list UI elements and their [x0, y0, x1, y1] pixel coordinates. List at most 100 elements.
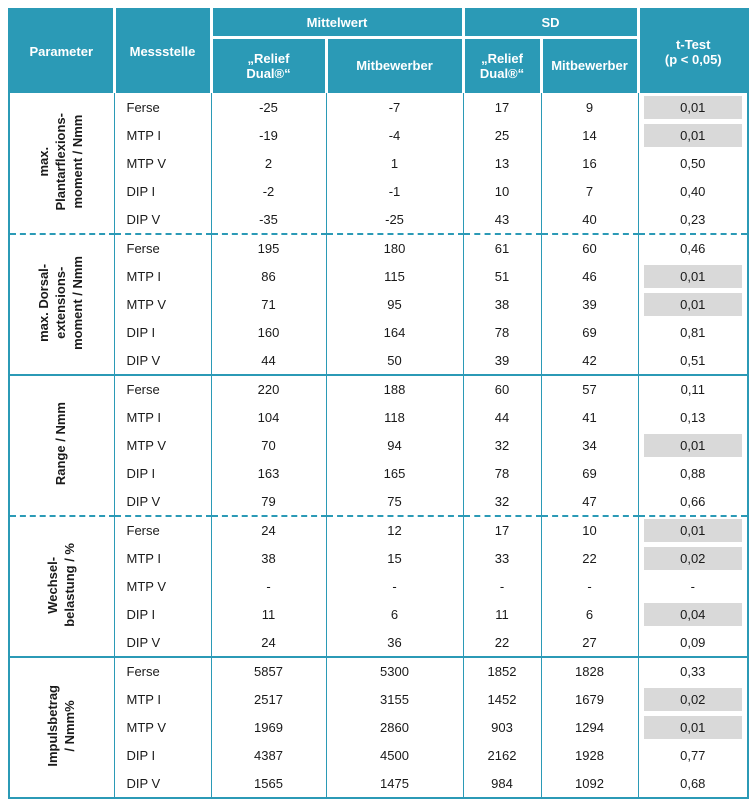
table-row: Range / Nmm Ferse 220 188 60 57 0,11 [9, 374, 749, 517]
value-cell: 163 [211, 459, 327, 488]
parameter-cell: max. Dorsal- extensions- moment / Nmm [9, 233, 115, 376]
value-cell: 160 [211, 318, 327, 347]
value-cell: 188 [326, 374, 464, 404]
value-cell: 118 [326, 403, 464, 432]
value-cell: 1928 [541, 741, 639, 770]
ttest-cell: 0,11 [638, 374, 749, 404]
value-cell: - [463, 572, 542, 601]
ttest-cell: 0,88 [638, 459, 749, 488]
table-row: DIP V 24 36 22 27 0,09 [9, 628, 749, 658]
value-cell: 2162 [463, 741, 542, 770]
header-mittelwert-mitbewerber: Mitbewerber [326, 37, 465, 93]
header-messstelle: Messstelle [114, 9, 213, 93]
value-cell: 1 [326, 149, 464, 178]
value-cell: -25 [211, 93, 327, 122]
ttest-value-significant: 0,04 [643, 602, 743, 626]
value-cell: 17 [463, 93, 542, 122]
ttest-value: 0,40 [680, 184, 706, 200]
value-cell: 15 [326, 544, 464, 573]
messstelle-cell: MTP V [114, 572, 212, 601]
ttest-value: 0,46 [680, 241, 706, 257]
table-row: MTP I 86 115 51 46 0,01 [9, 262, 749, 291]
value-cell: 6 [541, 600, 639, 629]
ttest-value-significant: 0,01 [643, 123, 743, 147]
ttest-value-significant: 0,01 [643, 518, 743, 542]
value-cell: 39 [541, 290, 639, 319]
messstelle-cell: Ferse [114, 93, 212, 122]
header-row-groups: Parameter Messstelle Mittelwert SD t-Tes… [9, 9, 749, 93]
parameter-label: max. Plantarflexions- moment / Nmm [36, 112, 86, 211]
table-row: MTP V 71 95 38 39 0,01 [9, 290, 749, 319]
value-cell: 36 [326, 628, 464, 658]
value-cell: 50 [326, 346, 464, 376]
messstelle-cell: MTP I [114, 403, 212, 432]
ttest-cell: - [638, 572, 749, 601]
ttest-cell: 0,01 [638, 290, 749, 319]
value-cell: 115 [326, 262, 464, 291]
parameter-label: Impulsbetrag / Nmm% [44, 684, 77, 767]
messstelle-cell: DIP V [114, 769, 212, 798]
header-parameter: Parameter [9, 9, 116, 93]
table-row: DIP V 79 75 32 47 0,66 [9, 487, 749, 517]
value-cell: 11 [463, 600, 542, 629]
value-cell: 22 [463, 628, 542, 658]
ttest-value: 0,88 [680, 466, 706, 482]
ttest-value: 0,77 [680, 747, 706, 763]
value-cell: 2860 [326, 713, 464, 742]
value-cell: 5300 [326, 656, 464, 685]
table-row: Impulsbetrag / Nmm% Ferse 5857 5300 1852 1828… [9, 656, 749, 798]
ttest-value: 0,66 [680, 493, 706, 509]
value-cell: 42 [541, 346, 639, 376]
value-cell: 71 [211, 290, 327, 319]
value-cell: 10 [541, 515, 639, 544]
table-row: MTP I -19 -4 25 14 0,01 [9, 121, 749, 150]
parameter-label: Range / Nmm [53, 402, 69, 486]
table-row: MTP V----- [9, 572, 749, 601]
value-cell: 32 [463, 431, 542, 460]
ttest-value: 0,11 [680, 381, 705, 397]
value-cell: 57 [541, 374, 639, 404]
table-row: MTP V 1969 2860 903 1294 0,01 [9, 713, 749, 742]
value-cell: -4 [326, 121, 464, 150]
table-body: max. Plantarflexions- moment / Nmm Ferse -… [9, 93, 749, 798]
value-cell: 60 [463, 374, 542, 404]
value-cell: 41 [541, 403, 639, 432]
ttest-cell: 0,77 [638, 741, 749, 770]
ttest-cell: 0,01 [638, 121, 749, 150]
parameter-cell: Range / Nmm [9, 374, 115, 517]
ttest-cell: 0,40 [638, 177, 749, 206]
value-cell: - [541, 572, 639, 601]
value-cell: 38 [463, 290, 542, 319]
messstelle-cell: MTP I [114, 544, 212, 573]
messstelle-cell: Ferse [114, 233, 212, 263]
value-cell: 180 [326, 233, 464, 263]
value-cell: 70 [211, 431, 327, 460]
value-cell: 95 [326, 290, 464, 319]
messstelle-cell: Ferse [114, 656, 212, 685]
header-mittelwert: Mittelwert [211, 9, 465, 39]
value-cell: 11 [211, 600, 327, 629]
messstelle-cell: DIP V [114, 205, 212, 235]
ttest-cell: 0,02 [638, 684, 749, 714]
value-cell: 38 [211, 544, 327, 573]
ttest-value: 0,13 [680, 409, 706, 425]
value-cell: 61 [463, 233, 542, 263]
value-cell: 22 [541, 544, 639, 573]
value-cell: 4500 [326, 741, 464, 770]
value-cell: - [326, 572, 464, 601]
ttest-value: 0,09 [680, 634, 706, 650]
table-row: MTP V 2 1 13 16 0,50 [9, 149, 749, 178]
value-cell: 14 [541, 121, 639, 150]
messstelle-cell: MTP I [114, 121, 212, 150]
parameter-cell: max. Plantarflexions- moment / Nmm [9, 93, 115, 235]
ttest-cell: 0,23 [638, 205, 749, 235]
ttest-value: - [690, 578, 695, 594]
messstelle-cell: Ferse [114, 515, 212, 544]
ttest-cell: 0,09 [638, 628, 749, 658]
messstelle-cell: MTP V [114, 431, 212, 460]
table-row: MTP I 38 15 33 22 0,02 [9, 544, 749, 573]
messstelle-cell: MTP I [114, 684, 212, 714]
value-cell: 1565 [211, 769, 327, 798]
table-header: Parameter Messstelle Mittelwert SD t-Tes… [9, 9, 749, 93]
